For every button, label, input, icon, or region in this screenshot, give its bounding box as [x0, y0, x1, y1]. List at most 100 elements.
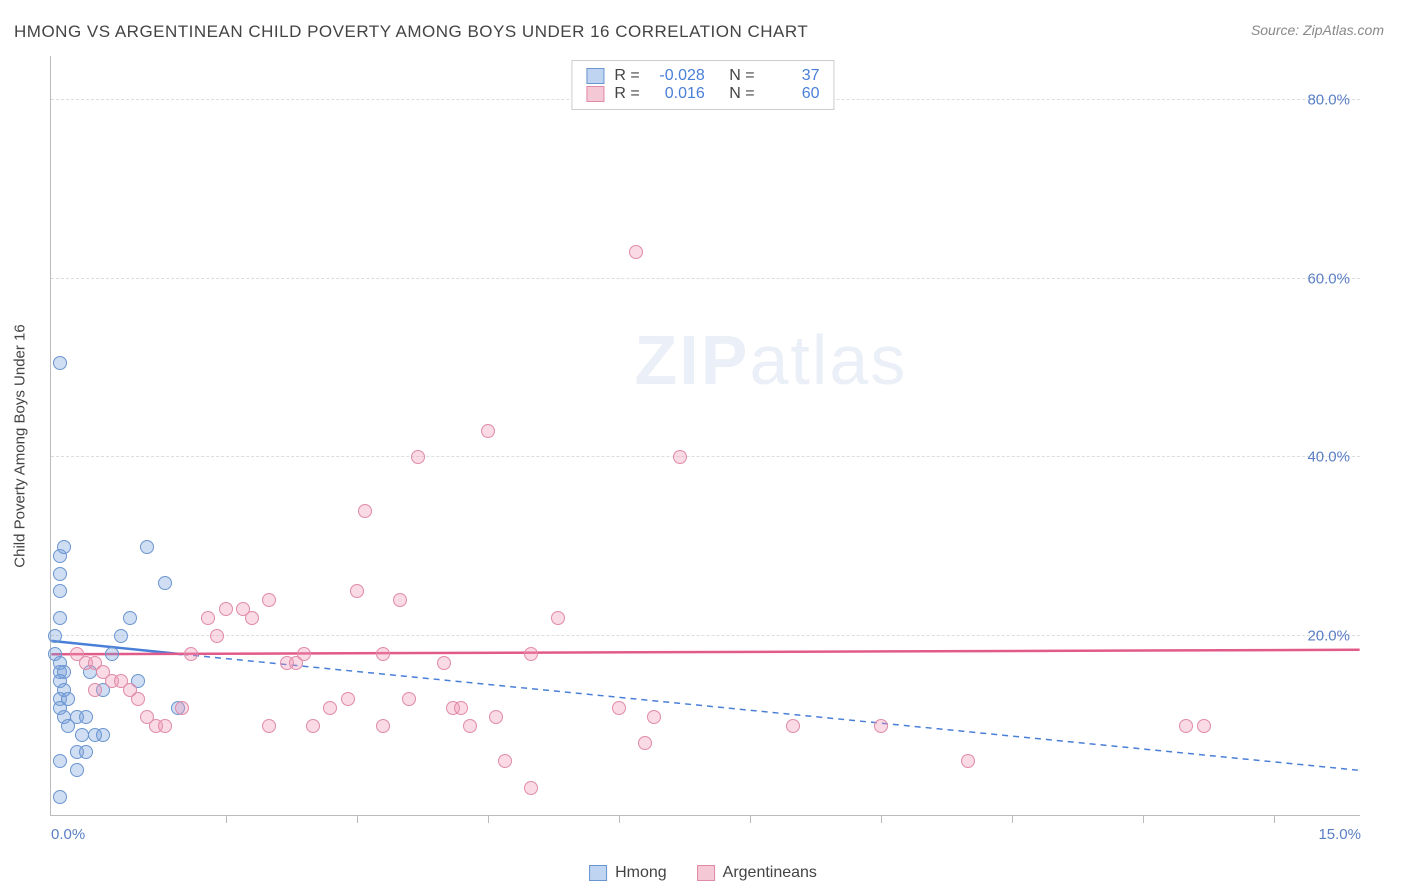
watermark-bold: ZIP — [635, 321, 750, 399]
r-label: R = — [614, 67, 639, 85]
x-tick — [488, 815, 489, 823]
gridline — [51, 278, 1360, 279]
scatter-point — [454, 701, 468, 715]
y-tick-label: 20.0% — [1307, 628, 1350, 645]
scatter-point — [79, 745, 93, 759]
scatter-point — [210, 629, 224, 643]
r-value-1: -0.028 — [650, 67, 705, 85]
scatter-point — [647, 710, 661, 724]
n-value-2: 60 — [765, 85, 820, 103]
scatter-point — [131, 692, 145, 706]
scatter-point — [411, 450, 425, 464]
legend-label-hmong: Hmong — [615, 864, 667, 882]
trend-lines — [51, 56, 1360, 815]
scatter-point — [961, 754, 975, 768]
scatter-point — [70, 763, 84, 777]
scatter-point — [437, 656, 451, 670]
y-axis-label: Child Poverty Among Boys Under 16 — [12, 324, 29, 567]
scatter-point — [498, 754, 512, 768]
scatter-point — [463, 719, 477, 733]
legend-swatch-hmong — [589, 865, 607, 881]
scatter-point — [201, 611, 215, 625]
scatter-point — [638, 736, 652, 750]
scatter-point — [53, 611, 67, 625]
scatter-point — [297, 647, 311, 661]
scatter-point — [489, 710, 503, 724]
scatter-point — [358, 504, 372, 518]
scatter-point — [53, 790, 67, 804]
scatter-point — [262, 719, 276, 733]
correlation-box: R = -0.028 N = 37 R = 0.016 N = 60 — [571, 60, 834, 110]
scatter-point — [551, 611, 565, 625]
scatter-point — [612, 701, 626, 715]
scatter-point — [175, 701, 189, 715]
scatter-point — [219, 602, 233, 616]
scatter-point — [306, 719, 320, 733]
y-tick-label: 60.0% — [1307, 270, 1350, 287]
watermark: ZIPatlas — [635, 320, 908, 400]
x-tick-label: 0.0% — [51, 826, 85, 843]
x-tick — [1143, 815, 1144, 823]
r-value-2: 0.016 — [650, 85, 705, 103]
scatter-point — [88, 683, 102, 697]
gridline — [51, 635, 1360, 636]
scatter-point — [673, 450, 687, 464]
scatter-point — [350, 584, 364, 598]
x-tick — [881, 815, 882, 823]
scatter-point — [481, 424, 495, 438]
scatter-point — [376, 719, 390, 733]
scatter-point — [874, 719, 888, 733]
x-tick — [1012, 815, 1013, 823]
scatter-point — [376, 647, 390, 661]
corr-row-2: R = 0.016 N = 60 — [586, 85, 819, 103]
scatter-point — [53, 754, 67, 768]
scatter-point — [786, 719, 800, 733]
y-tick-label: 80.0% — [1307, 91, 1350, 108]
scatter-point — [57, 540, 71, 554]
watermark-light: atlas — [749, 321, 907, 399]
legend-label-arg: Argentineans — [723, 864, 817, 882]
x-tick — [357, 815, 358, 823]
scatter-point — [48, 629, 62, 643]
scatter-point — [1179, 719, 1193, 733]
scatter-point — [140, 540, 154, 554]
legend-item-arg: Argentineans — [697, 864, 817, 882]
scatter-point — [53, 584, 67, 598]
scatter-point — [114, 629, 128, 643]
swatch-hmong — [586, 68, 604, 84]
scatter-point — [123, 611, 137, 625]
n-label: N = — [729, 85, 754, 103]
scatter-point — [1197, 719, 1211, 733]
scatter-point — [524, 647, 538, 661]
plot-area: ZIPatlas 20.0%40.0%60.0%80.0%0.0%15.0% — [50, 56, 1360, 816]
scatter-point — [524, 781, 538, 795]
corr-row-1: R = -0.028 N = 37 — [586, 67, 819, 85]
x-tick — [1274, 815, 1275, 823]
scatter-point — [629, 245, 643, 259]
chart-title: HMONG VS ARGENTINEAN CHILD POVERTY AMONG… — [14, 22, 808, 42]
r-label: R = — [614, 85, 639, 103]
scatter-point — [245, 611, 259, 625]
x-tick — [750, 815, 751, 823]
scatter-point — [53, 567, 67, 581]
legend-swatch-arg — [697, 865, 715, 881]
scatter-point — [393, 593, 407, 607]
x-tick-label: 15.0% — [1318, 826, 1361, 843]
scatter-point — [105, 647, 119, 661]
scatter-point — [79, 710, 93, 724]
x-tick — [226, 815, 227, 823]
x-tick — [619, 815, 620, 823]
n-value-1: 37 — [765, 67, 820, 85]
scatter-point — [323, 701, 337, 715]
scatter-point — [96, 728, 110, 742]
scatter-point — [53, 356, 67, 370]
scatter-point — [75, 728, 89, 742]
swatch-arg — [586, 86, 604, 102]
scatter-point — [184, 647, 198, 661]
scatter-point — [158, 719, 172, 733]
legend-item-hmong: Hmong — [589, 864, 667, 882]
scatter-point — [341, 692, 355, 706]
scatter-point — [158, 576, 172, 590]
legend: Hmong Argentineans — [589, 864, 817, 882]
n-label: N = — [729, 67, 754, 85]
